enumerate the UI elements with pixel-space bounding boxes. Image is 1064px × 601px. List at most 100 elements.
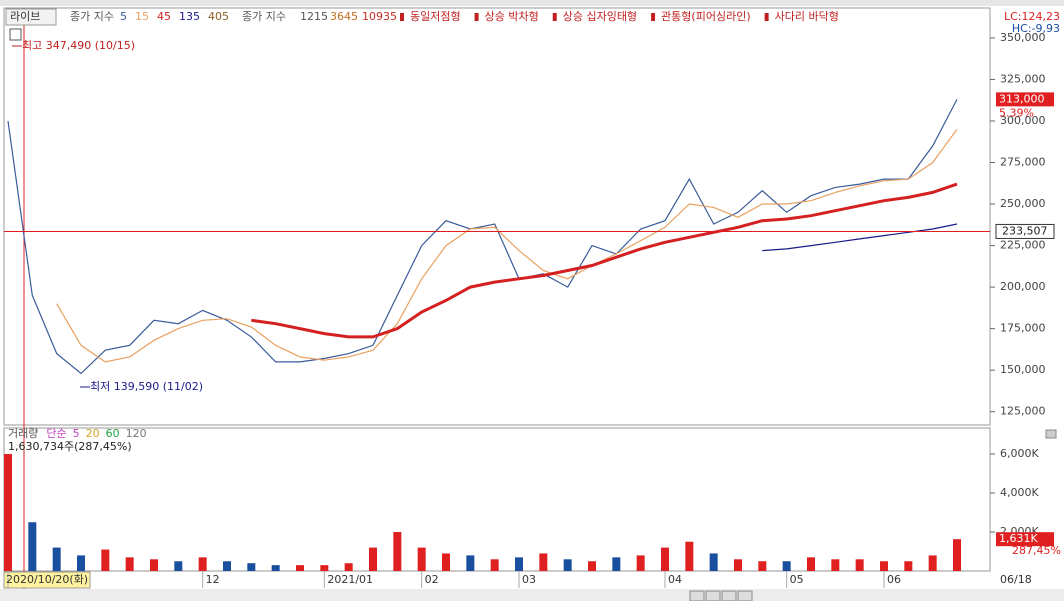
volume-bar [661,547,669,571]
volume-marker [996,532,1054,547]
legend-extra: 3645 [330,10,358,23]
legend-entry: 135 [179,10,200,23]
volume-bar [417,547,426,571]
volume-bar [198,557,207,571]
volume-bar [928,555,937,571]
volume-bar [101,549,110,571]
y-tick-label: 125,000 [1000,405,1046,418]
volume-bar [855,559,864,571]
y-tick-label: 4,000K [1000,486,1039,499]
x-tick-label: 2021/01 [327,573,373,586]
pattern-label: 상승 십자잉태형 [563,10,637,23]
price-marker [996,92,1054,107]
pattern-label: 사다리 바닥형 [775,10,839,23]
low-annotation: 최저 139,590 (11/02) [90,380,203,393]
volume-bar [125,557,134,571]
scroll-bar[interactable] [0,589,1064,601]
y-tick-label: 300,000 [1000,114,1046,127]
pattern-swatch [764,13,769,21]
date-box [3,571,91,589]
pattern-label: 상승 박차형 [485,10,539,23]
volume-bar [442,553,450,571]
legend-entry: 45 [157,10,171,23]
pattern-swatch [651,13,656,21]
volume-bar [563,559,572,571]
grid-icon[interactable] [9,28,22,41]
volume-bar [247,563,256,571]
nav-button[interactable] [705,590,721,601]
mode[interactable]: 라이브 [10,10,40,23]
volume-bar [369,547,377,571]
price-change: 5.39% [999,106,1034,119]
y-tick-label: 175,000 [1000,322,1046,335]
volume-bar [831,559,840,571]
volume-bar [296,565,304,571]
volume-bar [77,555,85,571]
lc-info: LC:124,23 [1004,10,1060,23]
y-tick-label: 325,000 [1000,72,1046,85]
pattern-label: 동일저점형 [410,9,461,23]
volume-bar [393,531,402,571]
price-marker-label: 313,000 [999,92,1045,105]
volume-bar [174,561,183,571]
volume-bar [636,555,645,571]
nav-buttons[interactable] [689,590,753,601]
volume-bar [28,522,37,571]
reference-box [995,223,1055,239]
panel-button[interactable] [1045,429,1057,439]
volume-bar [588,561,596,571]
volume-bar [782,561,791,571]
y-tick-label: 150,000 [1000,363,1046,376]
volume-bar [685,541,694,571]
volume-bar [880,561,888,571]
reference-label: 233,507 [1002,224,1048,237]
volume-bar [953,539,961,571]
volume-legend: 단순 [46,427,66,440]
mode-box[interactable] [5,8,57,26]
price-line [251,182,958,339]
x-tick-label: 03 [522,573,536,586]
volume-bar [758,561,767,571]
price-line [56,128,958,363]
price-line [7,99,958,375]
x-tick-label: 05 [790,573,804,586]
x-tick-label: 2020/10/20(화) [6,573,88,586]
volume-bar [320,565,329,571]
volume-info: 1,630,734주(287,45%) [8,440,132,453]
volume-bar [515,557,523,571]
y-tick-label: 6,000K [1000,447,1039,460]
high-annotation: 최고 347,490 (10/15) [22,39,135,52]
volume-bar [466,555,475,571]
volume-bar [612,557,621,571]
nav-button[interactable] [689,590,705,601]
y-tick-label: 250,000 [1000,197,1046,210]
price-panel [3,7,991,426]
y-tick-label: 350,000 [1000,31,1046,44]
volume-bar [734,559,742,571]
pattern-swatch [474,13,479,21]
x-tick-label: 06 [887,573,901,586]
volume-bar [904,561,913,571]
legend-entry: 15 [135,10,149,23]
volume-title: 거래량 [8,427,38,440]
pattern-swatch [552,13,557,21]
volume-legend: 20 [86,427,100,440]
legend-extra: 1215 [300,10,328,23]
x-tick-label: 04 [668,573,682,586]
volume-value-label: 1,631K [999,532,1038,545]
y-tick-label: 225,000 [1000,239,1046,252]
nav-button[interactable] [737,590,753,601]
legend-entry: 5 [120,10,127,23]
volume-bar [223,561,231,571]
volume-bar [271,565,280,571]
pattern-label: 관통형(피어싱라인) [661,10,751,23]
x-tick-label: 02 [425,573,439,586]
nav-button[interactable] [721,590,737,601]
volume-legend: 60 [106,427,120,440]
volume-bar [490,559,499,571]
legend-extra: 405 [208,10,229,23]
volume-legend: 120 [126,427,147,440]
x-tick-label: 12 [206,573,220,586]
